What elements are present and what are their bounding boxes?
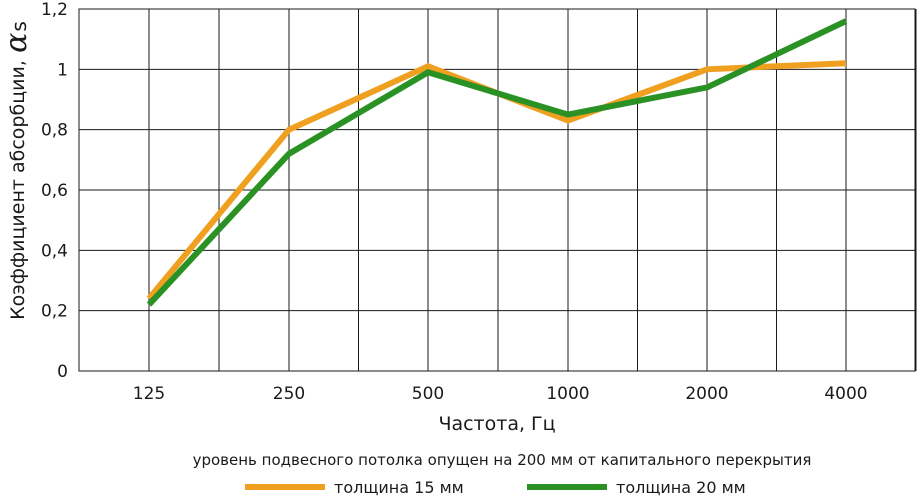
chart-note: уровень подвесного потолка опущен на 200… [193, 451, 812, 469]
y-tick-label: 1 [57, 60, 68, 80]
y-tick-label: 0,8 [41, 121, 68, 141]
legend-label: толщина 15 мм [334, 478, 464, 497]
x-tick-labels: 125 250 500 1000 2000 4000 [133, 384, 868, 404]
alpha-symbol-group: αs [0, 21, 34, 53]
plot-frame [78, 8, 916, 372]
x-axis-title: Частота, Гц [438, 413, 555, 435]
grid [79, 9, 917, 371]
x-tick-label: 1000 [546, 384, 589, 404]
y-axis-title-group: Коэффициент абсорбции, [7, 60, 29, 320]
y-tick-label: 0,2 [41, 302, 68, 322]
y-tick-labels: 0 0,2 0,4 0,6 0,8 1 1,2 [41, 0, 68, 382]
y-tick-label: 0,6 [41, 181, 68, 201]
series-lines [146, 18, 848, 307]
legend: толщина 15 мм толщина 20 мм [245, 478, 746, 497]
legend-label: толщина 20 мм [616, 478, 746, 497]
y-tick-label: 0,4 [41, 241, 68, 261]
x-tick-label: 125 [133, 384, 165, 404]
series-line [146, 18, 848, 307]
y-tick-label: 0 [57, 362, 68, 382]
y-tick-label: 1,2 [41, 0, 68, 20]
x-tick-label: 250 [273, 384, 305, 404]
y-axis-title: Коэффициент абсорбции, [7, 60, 29, 320]
x-tick-label: 500 [412, 384, 444, 404]
x-tick-label: 4000 [824, 384, 867, 404]
x-tick-label: 2000 [685, 384, 728, 404]
alpha-symbol: αs [0, 21, 34, 53]
